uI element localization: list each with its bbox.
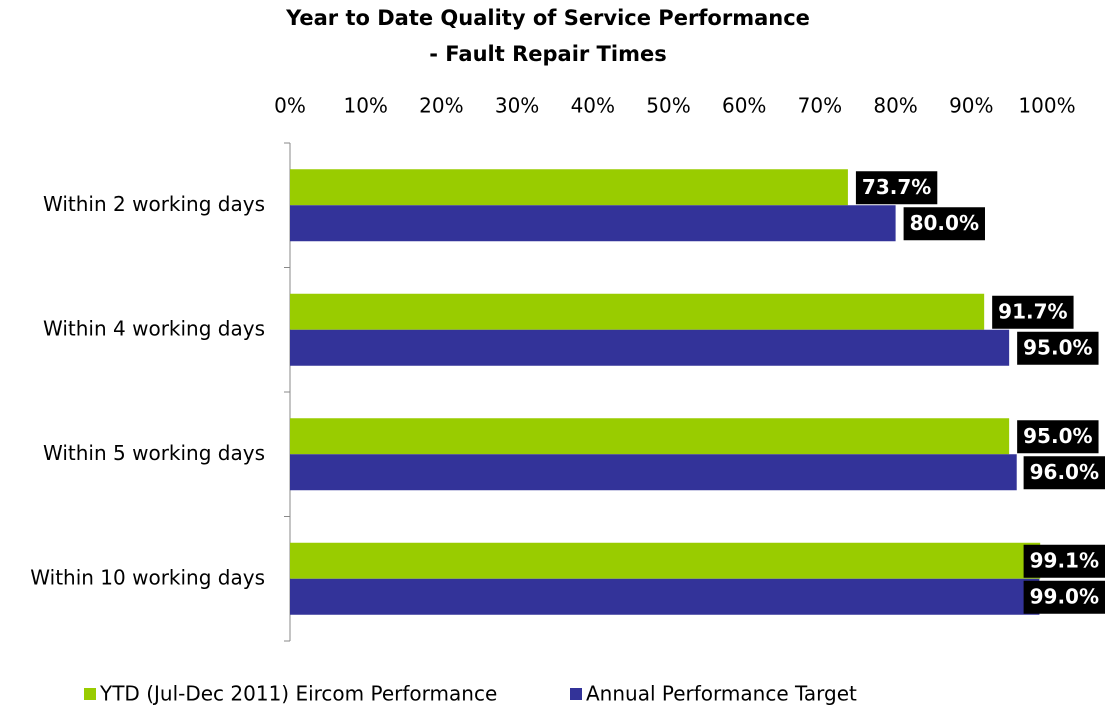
value-label-box <box>1023 456 1105 490</box>
y-tick-label: Within 4 working days <box>43 316 265 340</box>
x-tick-label: 40% <box>571 94 615 118</box>
bar <box>290 578 1040 615</box>
x-tick-label: 80% <box>873 94 917 118</box>
x-tick-label: 70% <box>798 94 842 118</box>
value-label-box <box>1023 544 1105 578</box>
bar <box>290 329 1010 366</box>
value-label-box <box>1017 420 1099 454</box>
bar <box>290 418 1010 455</box>
value-label-box <box>992 295 1074 329</box>
legend-swatch <box>570 688 582 700</box>
x-tick-label: 10% <box>343 94 387 118</box>
x-tick-label: 50% <box>646 94 690 118</box>
value-label: 91.7% <box>998 299 1067 323</box>
bar <box>290 293 985 330</box>
value-label: 95.0% <box>1023 424 1092 448</box>
bar <box>290 454 1017 491</box>
value-label: 99.1% <box>1030 548 1099 572</box>
x-tick-label: 0% <box>274 94 306 118</box>
bar <box>290 205 896 242</box>
x-tick-label: 60% <box>722 94 766 118</box>
value-label: 96.0% <box>1030 460 1099 484</box>
value-label-box <box>855 171 938 205</box>
x-tick-label: 100% <box>1018 94 1075 118</box>
value-label: 73.7% <box>862 175 931 199</box>
bar <box>290 542 1041 579</box>
x-tick-label: 90% <box>949 94 993 118</box>
chart-title: Year to Date Quality of Service Performa… <box>285 6 810 30</box>
value-label-box <box>1023 580 1105 614</box>
y-tick-label: Within 5 working days <box>43 441 265 465</box>
value-label: 80.0% <box>910 211 979 235</box>
y-tick-label: Within 10 working days <box>30 565 265 589</box>
value-label: 95.0% <box>1023 335 1092 359</box>
legend-swatch <box>84 688 96 700</box>
legend-label: YTD (Jul-Dec 2011) Eircom Performance <box>99 682 497 706</box>
value-label-box <box>903 207 985 241</box>
x-tick-label: 20% <box>419 94 463 118</box>
x-tick-label: 30% <box>495 94 539 118</box>
value-label-box <box>1017 331 1099 365</box>
value-label: 99.0% <box>1030 584 1099 608</box>
y-tick-label: Within 2 working days <box>43 192 265 216</box>
chart-title: - Fault Repair Times <box>429 42 666 66</box>
bar <box>290 169 848 206</box>
legend-label: Annual Performance Target <box>586 682 857 706</box>
